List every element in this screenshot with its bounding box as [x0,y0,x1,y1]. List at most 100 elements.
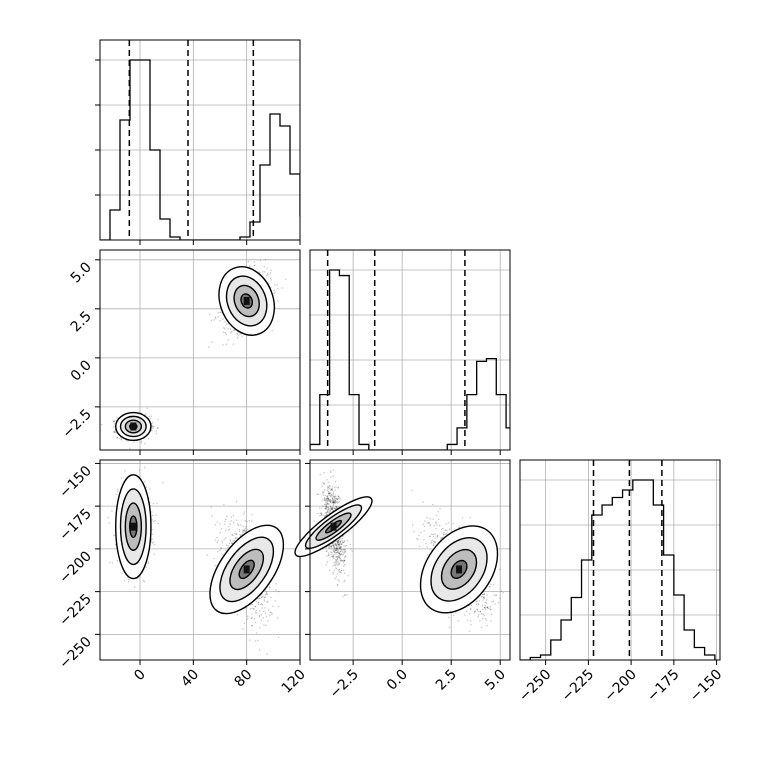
x-tick-label-p1: 0.0 [384,667,411,694]
sample-point [274,600,276,602]
sample-point [335,556,337,558]
sample-point [333,544,335,547]
sample-point [351,550,353,552]
sample-point [476,608,478,610]
sample-point [327,509,329,512]
sample-point [273,292,275,295]
sample-point [264,258,267,261]
sample-point [333,496,335,498]
sample-point [335,543,337,545]
sample-point [269,611,272,614]
sample-point [321,499,324,501]
sample-point [337,563,339,565]
sample-point [477,603,479,605]
sample-point [332,554,335,556]
sample-point [338,501,340,503]
sample-point [335,486,337,488]
sample-point [337,557,339,560]
sample-point [334,495,337,497]
sample-point [229,539,231,541]
sample-point [334,508,337,510]
sample-point [151,511,153,513]
sample-point [330,508,332,510]
sample-point [478,614,480,616]
sample-point [148,415,151,418]
sample-point [247,615,249,618]
sample-point [261,596,263,598]
sample-point [335,551,337,554]
sample-point [344,594,346,597]
sample-point [332,498,334,501]
sample-point [255,612,257,614]
sample-point [230,520,232,522]
sample-point [337,548,339,550]
sample-point [265,624,267,627]
x-tick-label-p0: 80 [232,667,256,691]
sample-point [326,511,328,513]
sample-point [335,568,338,570]
sample-point [233,329,235,331]
sample-point [219,531,221,534]
sample-point [334,489,337,491]
sample-point [242,529,244,532]
sample-point [337,541,339,543]
sample-point [332,499,335,501]
sample-point [114,420,116,422]
sample-point [225,518,227,520]
sample-point [262,595,264,598]
sample-point [331,508,333,510]
sample-point [334,564,336,566]
sample-point [338,552,340,554]
sample-point [325,550,327,552]
sample-point [334,577,336,580]
sample-point [238,335,240,337]
sample-point [270,286,272,288]
sample-point [144,413,146,415]
sample-point [147,438,150,440]
sample-point [247,260,250,263]
sample-point [150,415,152,417]
sample-point [335,549,337,552]
sample-point [210,319,213,322]
sample-point [328,493,330,495]
sample-point [220,528,223,530]
sample-point [278,590,280,593]
sample-point [334,507,336,509]
sample-point [334,498,336,500]
sample-point [157,427,159,429]
sample-point [336,547,338,550]
sample-point [149,501,151,504]
sample-point [433,540,435,542]
sample-point [329,499,331,501]
sample-point [337,544,340,546]
sample-point [332,502,335,504]
sample-point [338,563,341,565]
sample-point [333,495,335,498]
sample-point [339,553,342,555]
sample-point [151,424,153,427]
sample-point [269,277,272,280]
sample-point [236,333,239,335]
x-tick-label-p1: 5.0 [482,667,509,694]
sample-point [330,551,332,553]
sample-point [326,561,328,563]
sample-point [329,506,332,508]
sample-point [334,548,337,550]
x-tick-label-p0: 40 [178,667,202,691]
sample-point [116,437,118,439]
sample-point [253,608,255,610]
sample-point [332,500,334,503]
sample-point [334,499,337,502]
sample-point [329,545,331,547]
sample-point [244,527,246,529]
sample-point [326,502,329,504]
sample-point [151,425,154,427]
sample-point [230,332,232,334]
sample-point [153,553,155,556]
sample-point [330,546,332,548]
sample-point [155,514,157,516]
sample-point [413,531,415,533]
sample-point [324,515,326,517]
sample-point [232,534,234,536]
sample-point [257,639,259,642]
